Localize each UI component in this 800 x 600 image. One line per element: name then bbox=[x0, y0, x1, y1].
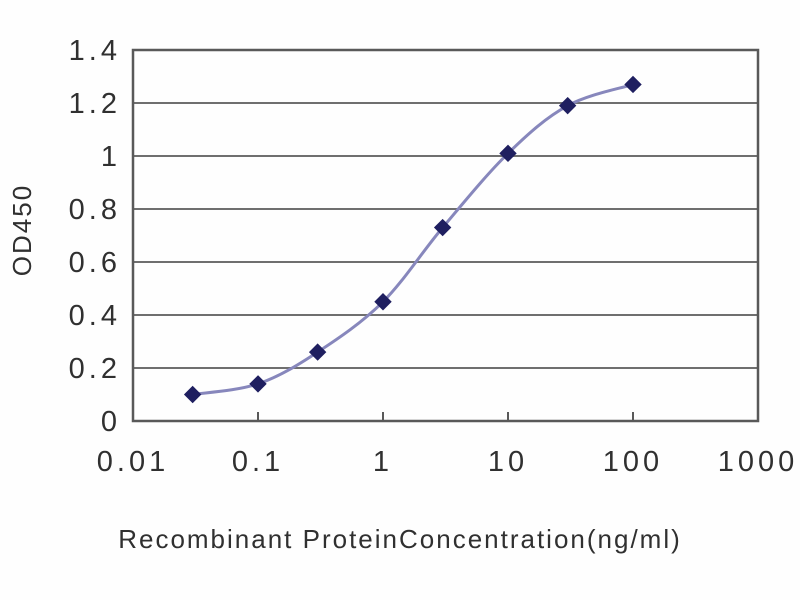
data-point-marker bbox=[499, 144, 517, 163]
series-line bbox=[191, 82, 635, 396]
plot-border bbox=[131, 48, 760, 423]
y-axis-title: OD450 bbox=[7, 184, 37, 276]
data-point-marker bbox=[249, 375, 267, 393]
x-tick-label: 1000 bbox=[718, 446, 799, 478]
data-point-marker bbox=[183, 385, 202, 404]
x-tick-label: 0.01 bbox=[97, 446, 169, 478]
y-tick-label: 0.6 bbox=[69, 247, 121, 279]
y-tick-label: 0.8 bbox=[69, 194, 121, 226]
x-tick-label: 0.1 bbox=[232, 446, 284, 478]
x-tick-label: 1 bbox=[373, 446, 393, 478]
y-tick-label: 0 bbox=[101, 406, 121, 438]
y-tick-label: 1 bbox=[101, 141, 121, 173]
y-tick-label: 0.4 bbox=[69, 300, 121, 332]
data-point-marker bbox=[308, 343, 327, 361]
x-tick-label: 100 bbox=[603, 446, 663, 478]
y-tick-label: 0.2 bbox=[69, 353, 121, 385]
data-point-marker bbox=[374, 293, 392, 311]
x-tick-label: 10 bbox=[488, 446, 528, 478]
y-tick-label: 1.2 bbox=[69, 88, 121, 120]
x-axis-title: Recombinant ProteinConcentration(ng/ml) bbox=[118, 524, 682, 554]
data-point-marker bbox=[433, 218, 452, 237]
y-tick-label: 1.4 bbox=[69, 35, 121, 67]
data-point-marker bbox=[558, 96, 577, 115]
data-point-marker bbox=[624, 75, 642, 94]
